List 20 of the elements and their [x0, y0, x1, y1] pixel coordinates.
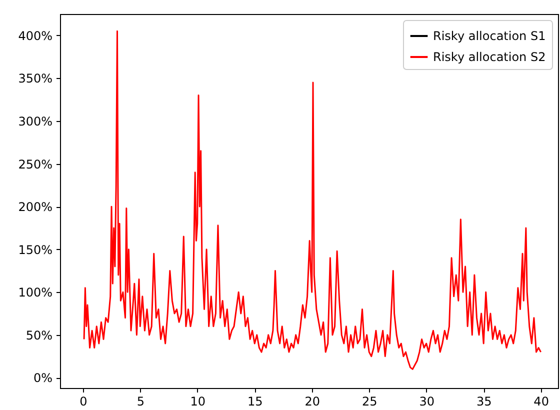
- legend-label: Risky allocation S1: [433, 29, 546, 43]
- y-tick-label: 100%: [18, 286, 52, 300]
- y-tick-label: 300%: [18, 114, 52, 128]
- x-tick-label: 0: [80, 394, 88, 408]
- x-tick-label: 30: [419, 394, 434, 408]
- y-tick-label: 50%: [26, 328, 52, 342]
- x-tick-label: 20: [304, 394, 320, 408]
- y-tick-label: 0%: [33, 371, 52, 386]
- x-tick-label: 40: [534, 394, 549, 408]
- y-tick-label: 350%: [18, 72, 52, 86]
- x-tick-label: 10: [190, 394, 206, 408]
- x-tick-label: 5: [136, 394, 144, 408]
- y-tick-label: 150%: [18, 242, 52, 257]
- legend-label: Risky allocation S2: [433, 50, 546, 64]
- x-tick-label: 35: [476, 394, 492, 408]
- x-tick-label: 25: [362, 394, 378, 408]
- y-tick-label: 250%: [18, 157, 52, 172]
- y-tick-label: 200%: [18, 200, 52, 214]
- y-tick-label: 400%: [18, 28, 52, 43]
- x-tick-label: 15: [247, 394, 263, 408]
